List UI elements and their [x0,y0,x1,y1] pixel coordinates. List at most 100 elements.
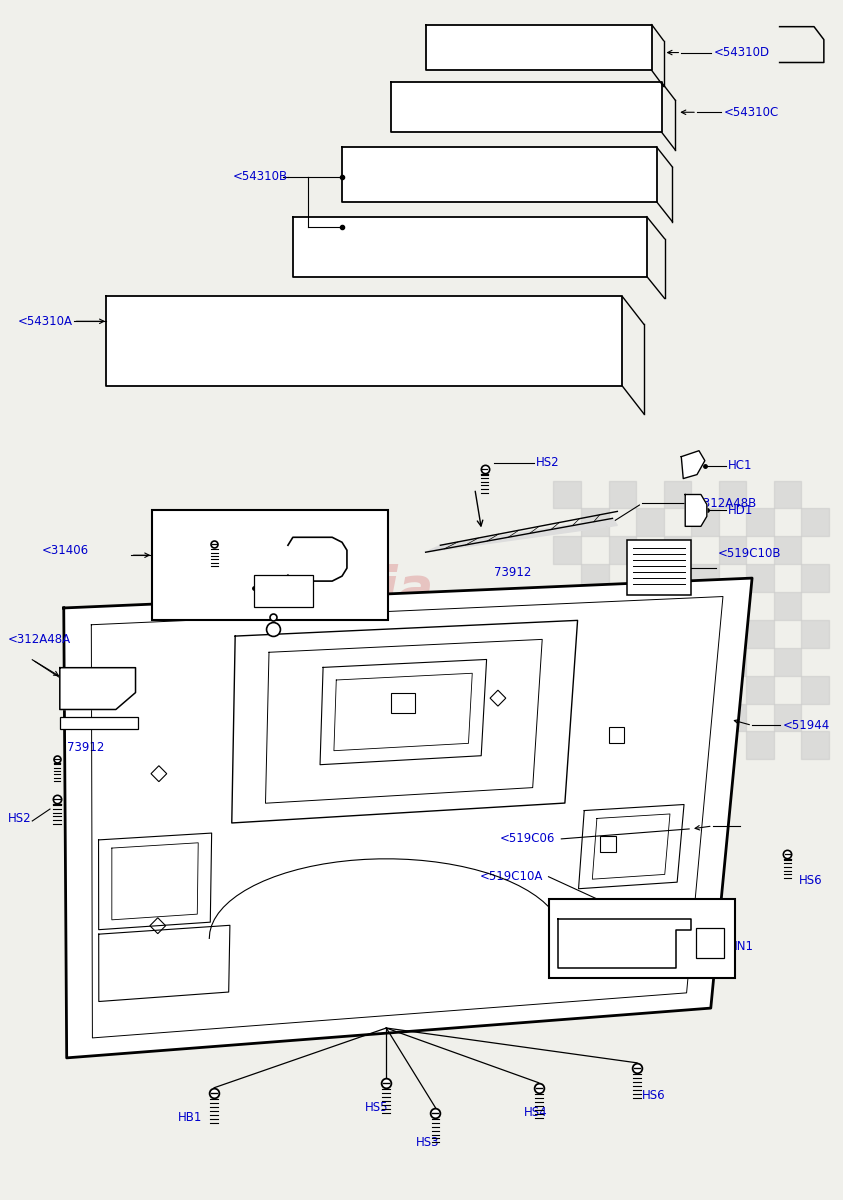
Text: <54310A: <54310A [18,314,72,328]
Bar [391,694,415,713]
Polygon shape [685,494,706,527]
Polygon shape [426,25,652,71]
Text: <31458: <31458 [165,583,212,596]
Bar [663,648,691,676]
Bar [801,509,829,536]
Bar [801,620,829,648]
Bar [254,575,313,607]
Text: HS5: HS5 [365,1102,388,1114]
Polygon shape [60,667,136,709]
Bar [581,620,609,648]
Text: 73912: 73912 [67,740,104,754]
Bar [746,676,774,703]
Bar [801,676,829,703]
Polygon shape [106,296,622,386]
Bar [774,480,801,509]
Bar [581,509,609,536]
Text: HS3: HS3 [416,1136,439,1148]
Bar [636,620,663,648]
Bar [609,648,636,676]
Text: HB1: HB1 [178,1111,202,1124]
Bar [636,509,663,536]
Text: HD1: HD1 [728,504,753,517]
Bar [663,536,691,564]
Bar [609,703,636,731]
Bar [663,480,691,509]
Bar [746,564,774,592]
Text: a  r      p  a  r  t  s: a r p a r t s [211,630,405,650]
Bar [153,510,389,620]
Bar [718,648,746,676]
Polygon shape [681,451,705,479]
Bar [609,727,625,743]
Bar [609,536,636,564]
Bar [554,703,581,731]
Bar [696,929,723,959]
Text: HS1: HS1 [221,518,244,532]
Text: <519C10A: <519C10A [480,870,543,883]
Polygon shape [293,217,647,276]
Text: <54310B: <54310B [233,170,288,184]
Bar [663,703,691,731]
Polygon shape [426,518,617,552]
Bar [774,648,801,676]
Bar [718,703,746,731]
Bar [691,564,718,592]
Bar [554,536,581,564]
Bar [691,509,718,536]
Bar [691,620,718,648]
Bar [609,592,636,620]
Text: <312A48B: <312A48B [694,497,757,510]
Text: <519C06: <519C06 [499,833,555,845]
Bar [746,509,774,536]
Text: <51944: <51944 [782,719,830,732]
Bar [554,480,581,509]
Text: <54310D: <54310D [714,46,770,59]
Bar [691,731,718,760]
Polygon shape [64,578,752,1058]
Text: HC1: HC1 [728,460,752,472]
Text: 73912: 73912 [495,565,532,578]
Text: HS6: HS6 [799,874,823,887]
Bar [636,564,663,592]
Bar [774,703,801,731]
Bar [663,592,691,620]
Polygon shape [391,83,662,132]
Polygon shape [342,148,657,202]
Bar [746,731,774,760]
Text: HS4: HS4 [524,1106,548,1120]
Bar [636,676,663,703]
Text: HS2: HS2 [536,456,560,469]
Bar [774,536,801,564]
Text: <519C10B: <519C10B [717,547,781,559]
Bar [554,648,581,676]
Bar [718,480,746,509]
Polygon shape [558,918,691,968]
Bar [718,592,746,620]
Bar [746,620,774,648]
Bar [774,592,801,620]
Text: <54310C: <54310C [723,106,779,119]
Text: <31406: <31406 [42,544,89,557]
Text: HN1: HN1 [728,940,754,953]
Bar [801,564,829,592]
Bar [627,540,691,595]
Bar [60,718,138,730]
Text: <312A48A: <312A48A [8,634,71,647]
Bar [600,835,616,852]
Bar [636,731,663,760]
Polygon shape [288,538,347,581]
Bar [718,536,746,564]
Bar [549,899,735,978]
Bar [801,731,829,760]
Bar [581,676,609,703]
Bar [609,480,636,509]
Bar [581,564,609,592]
Text: HS2: HS2 [8,812,31,826]
Bar [691,676,718,703]
Text: scuderia: scuderia [181,564,434,616]
Bar [554,592,581,620]
Bar [581,731,609,760]
Text: HS6: HS6 [642,1090,666,1102]
Text: <29024: <29024 [227,588,274,600]
